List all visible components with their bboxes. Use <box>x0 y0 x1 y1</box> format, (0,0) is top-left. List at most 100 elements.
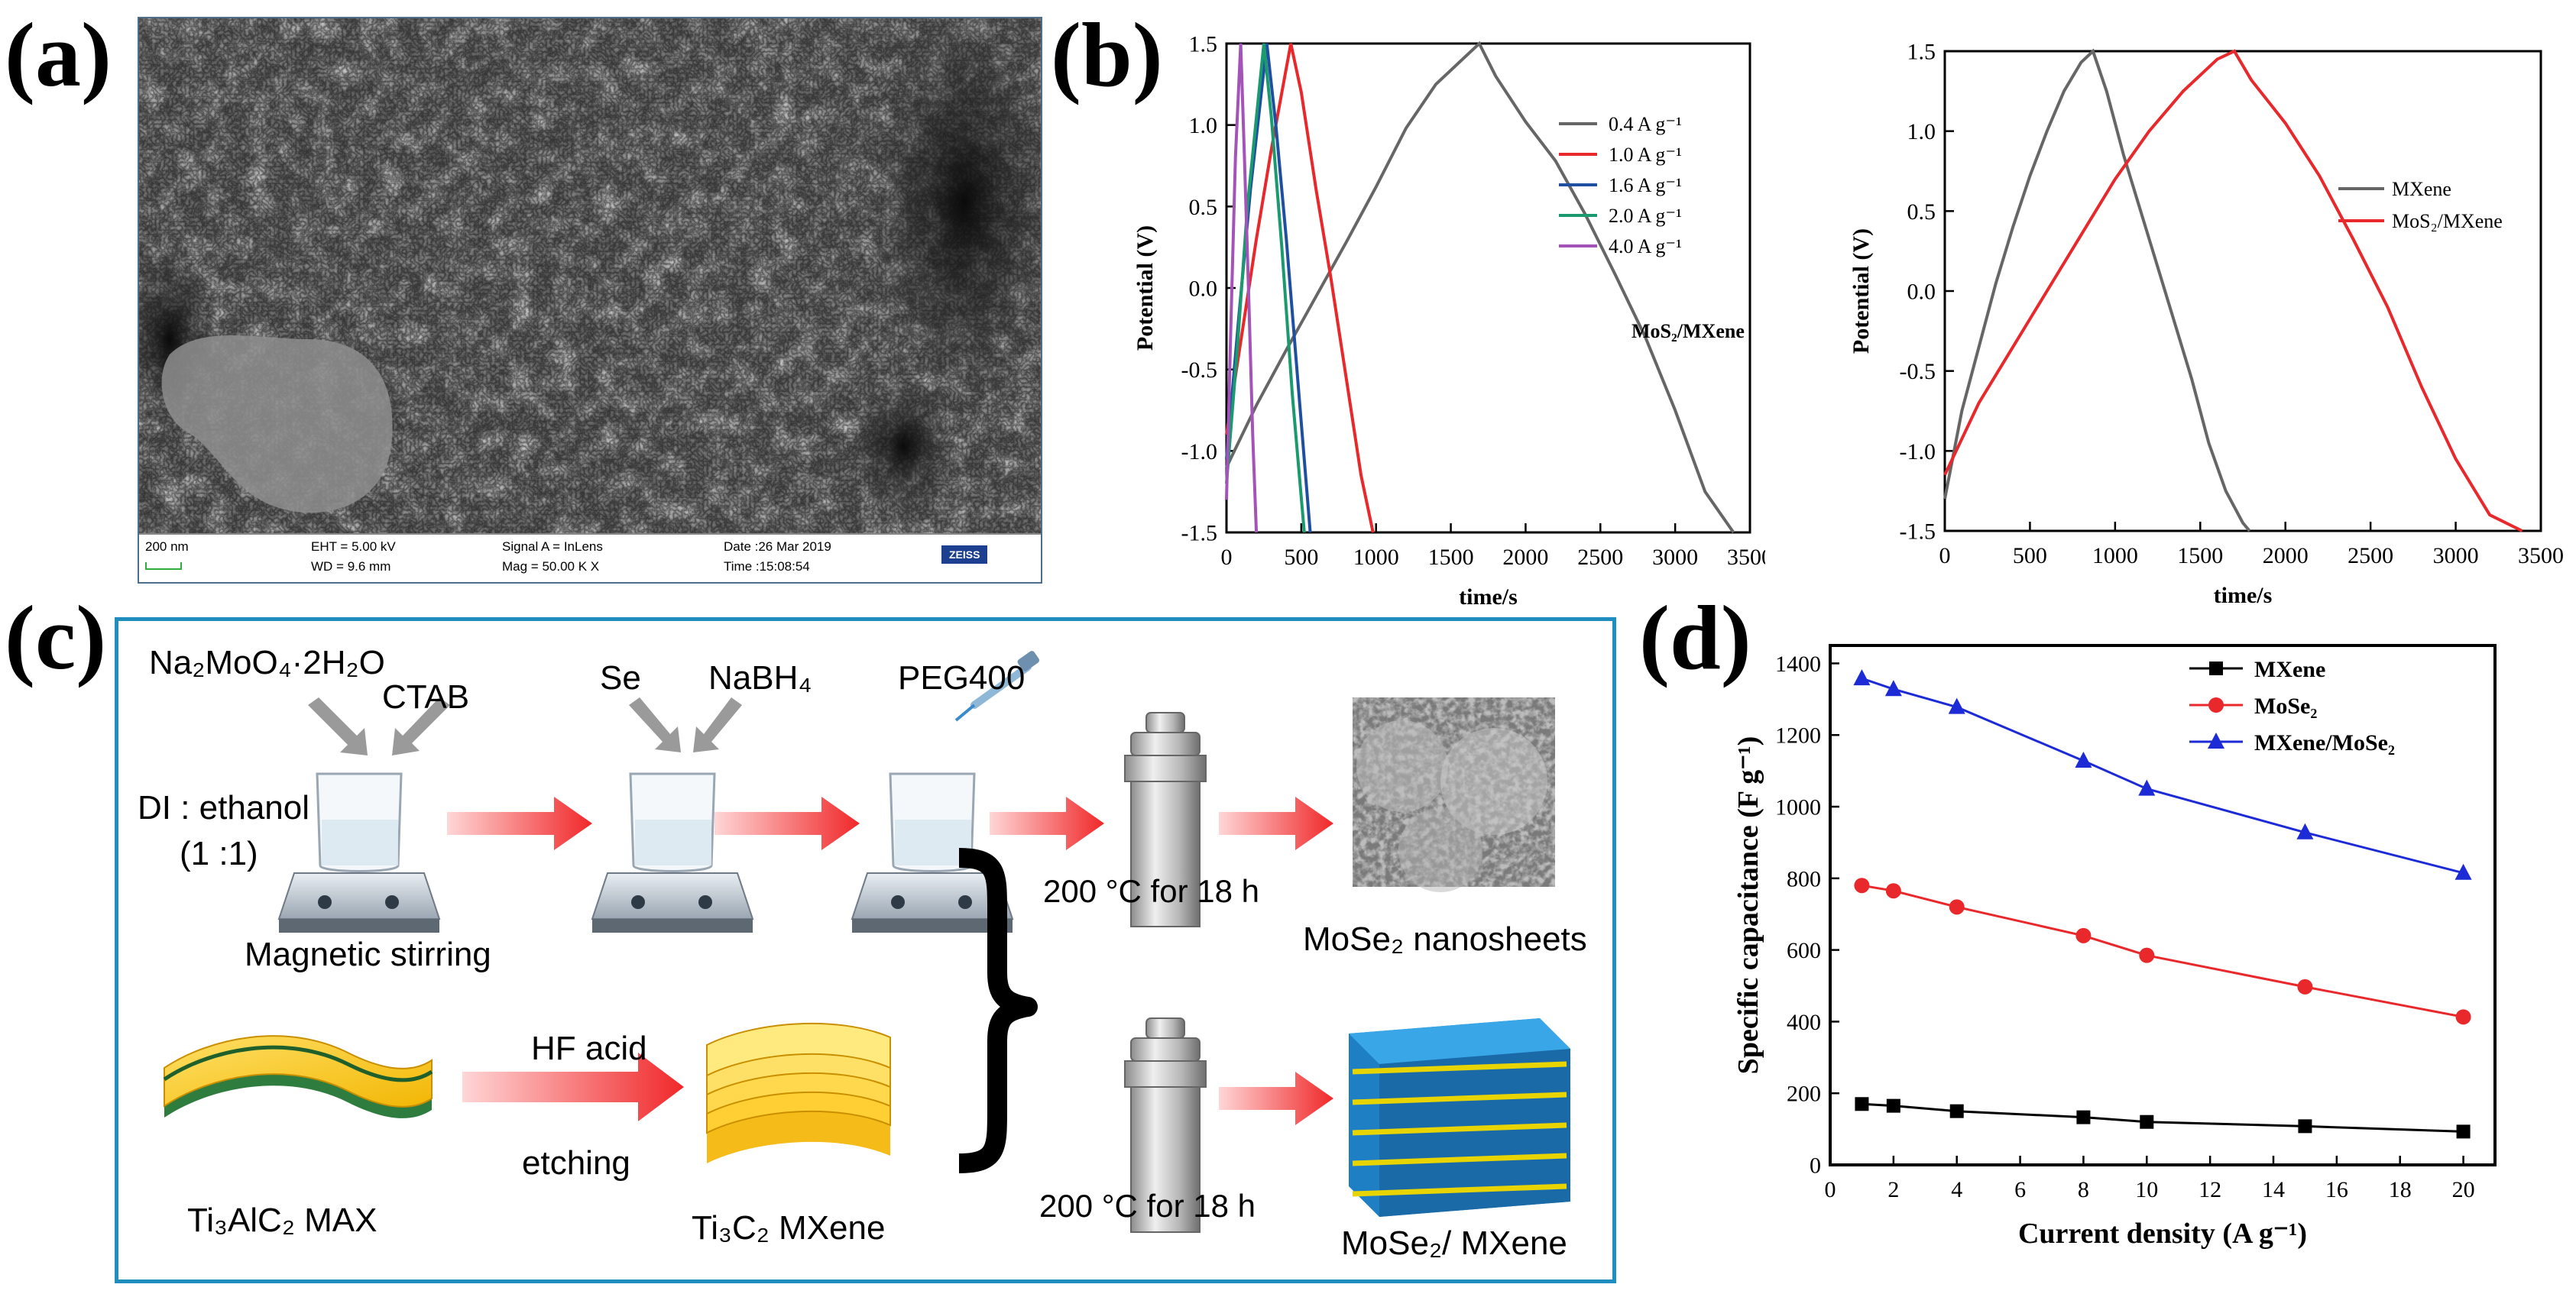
reagent-na2moo4: Na₂MoO₄·2H₂O <box>149 644 385 681</box>
max-phase-sheet <box>163 1035 433 1118</box>
data-point <box>1949 899 1965 915</box>
series-line-1 <box>1943 48 2251 532</box>
synthesis-schematic-frame: Na₂MoO₄·2H₂O CTAB DI : ethanol (1 :1) Ma… <box>115 617 1616 1283</box>
y-tick-label: -1.5 <box>1900 519 1936 545</box>
autoclave-2 <box>1124 1017 1207 1233</box>
stirrer-3 <box>851 772 1014 933</box>
y-tick-label: 1.5 <box>1907 40 1936 65</box>
legend-marker <box>2209 662 2223 675</box>
data-point <box>1884 680 1902 697</box>
arrow-row1-2 <box>714 797 860 850</box>
data-point <box>2455 1009 2471 1025</box>
series-line-4 <box>1225 43 1306 533</box>
series-line-2 <box>1943 49 2523 532</box>
product-composite: MoSe₂/ MXene <box>1341 1224 1567 1262</box>
etching-label: etching <box>522 1144 630 1182</box>
nanosheet-sem-inset <box>1353 697 1555 892</box>
data-point <box>2298 1119 2312 1134</box>
data-point <box>2456 1124 2471 1139</box>
x-tick-label: 18 <box>2389 1177 2412 1202</box>
y-tick-label: 1.5 <box>1189 32 1218 57</box>
x-tick-label: 2 <box>1887 1177 1899 1202</box>
mxene-label: Ti₃C₂ MXene <box>692 1209 886 1247</box>
arrow-row2 <box>1219 1072 1333 1125</box>
mxene-sheets <box>706 1022 891 1163</box>
autoclave-1 <box>1124 712 1207 927</box>
arrow-row1-4 <box>1219 797 1333 850</box>
solvent-ratio: (1 :1) <box>180 835 258 872</box>
y-tick-label: 400 <box>1787 1010 1821 1035</box>
capacitance-chart: 0 2 4 6 8 10 12 14 16 18 2002004006008001000120014… <box>1732 644 2497 1250</box>
y-tick-label: 0.0 <box>1189 277 1218 302</box>
data-point <box>1886 1098 1900 1113</box>
x-tick-label: 6 <box>2014 1177 2026 1202</box>
y-axis-label: Specific capacitance (F g⁻¹) <box>1732 736 1764 1075</box>
data-point <box>2138 779 2156 796</box>
legend-label-2: MoSe₂ <box>2254 694 2317 719</box>
legend-label-5: 4.0 A g⁻¹ <box>1609 235 1682 257</box>
y-tick-label: -0.5 <box>1181 357 1218 383</box>
legend-marker <box>2208 697 2224 713</box>
y-tick-label: 200 <box>1787 1082 1821 1107</box>
sem-wd: WD = 9.6 mm <box>311 559 391 574</box>
x-tick-label: 3000 <box>1652 545 1698 570</box>
zeiss-logo: ZEISS <box>941 545 988 564</box>
arrow-row1-3 <box>990 797 1104 850</box>
panel-label-c: (c) <box>5 587 107 688</box>
data-point <box>1948 697 1965 714</box>
schematic-graphics <box>163 651 1570 1233</box>
reagent-se: Se <box>600 659 641 697</box>
hydrothermal-condition-2: 200 °C for 18 h <box>1039 1188 1256 1224</box>
x-tick-label: 2000 <box>2263 543 2309 568</box>
x-tick-label: 500 <box>2013 543 2047 568</box>
legend-label-1: MXene <box>2392 178 2451 200</box>
x-tick-label: 0 <box>1825 1177 1836 1202</box>
x-tick-label: 3500 <box>2518 543 2564 568</box>
x-tick-label: 2500 <box>1577 545 1623 570</box>
x-tick-label: 8 <box>2078 1177 2089 1202</box>
data-point <box>1949 1104 1964 1118</box>
y-tick-label: 1.0 <box>1907 119 1936 144</box>
y-tick-label: 1000 <box>1775 795 1821 820</box>
y-axis-label: Potential (V) <box>1849 228 1874 354</box>
x-tick-label: 500 <box>1284 545 1318 570</box>
data-point <box>2297 979 2313 995</box>
data-point <box>2139 947 2155 963</box>
x-tick-label: 16 <box>2325 1177 2348 1202</box>
sem-mag: Mag = 50.00 K X <box>502 559 600 574</box>
y-tick-label: 1400 <box>1775 652 1821 677</box>
x-tick-label: 20 <box>2452 1177 2475 1202</box>
y-tick-label: -1.5 <box>1181 521 1218 546</box>
arrow-row1-1 <box>447 797 592 850</box>
x-tick-label: 2500 <box>2348 543 2393 568</box>
x-tick-label: 1000 <box>1353 545 1399 570</box>
y-tick-label: -1.0 <box>1900 439 1936 464</box>
pipette-icon <box>954 651 1040 722</box>
brace <box>958 848 1038 1173</box>
data-point <box>1853 669 1871 686</box>
data-point <box>2075 927 2092 943</box>
sem-eht: EHT = 5.00 kV <box>311 539 396 554</box>
legend-marker <box>2208 733 2224 749</box>
x-axis-label: time/s <box>1459 584 1518 605</box>
y-tick-label: -1.0 <box>1181 439 1218 464</box>
sem-date: Date :26 Mar 2019 <box>724 539 831 554</box>
legend-label-2: MoS₂/MXene <box>2392 210 2503 232</box>
sem-time: Time :15:08:54 <box>724 559 810 574</box>
y-tick-label: 0 <box>1810 1153 1821 1179</box>
x-axis-label: time/s <box>2214 583 2273 605</box>
panel-label-d: (d) <box>1639 587 1751 688</box>
reagent-arrows-2 <box>629 697 742 752</box>
y-tick-label: 800 <box>1787 866 1821 891</box>
x-tick-label: 3500 <box>1727 545 1765 570</box>
x-tick-label: 1500 <box>2177 543 2223 568</box>
x-tick-label: 1000 <box>2092 543 2138 568</box>
max-phase-label: Ti₃AlC₂ MAX <box>187 1202 377 1239</box>
sem-scale-bar <box>145 562 182 570</box>
y-axis-label: Potential (V) <box>1132 225 1158 351</box>
product-nanosheets: MoSe₂ nanosheets <box>1303 920 1587 958</box>
hydrothermal-condition-1: 200 °C for 18 h <box>1043 873 1259 909</box>
arrow-hf <box>462 1053 684 1121</box>
data-point <box>1854 878 1870 894</box>
gcd-chart-comparison: 0 500 1000 1500 2000 2500 3000 3500 -1.5 -1.0 -0.5… <box>1849 40 2564 606</box>
